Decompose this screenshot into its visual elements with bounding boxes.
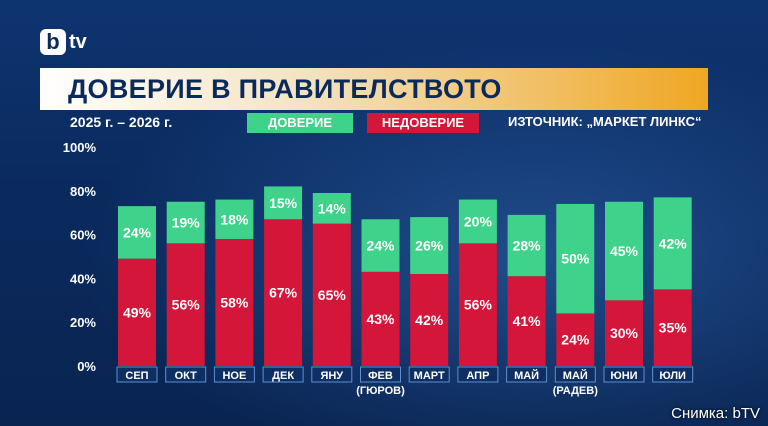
- source-label: ИЗТОЧНИК: „МАРКЕТ ЛИНКС“: [508, 114, 702, 129]
- data-label-distrust: 58%: [220, 294, 249, 310]
- bar-distrust: [653, 289, 692, 366]
- category-box: [213, 366, 255, 383]
- bar-trust: [312, 192, 351, 224]
- category-label: ФЕВ: [368, 370, 393, 382]
- data-label-distrust: 56%: [172, 297, 201, 313]
- data-label-trust: 45%: [610, 243, 639, 259]
- category-box: [408, 366, 450, 383]
- logo-text: tv: [69, 30, 87, 53]
- bar-trust: [605, 201, 643, 301]
- bar-trust: [118, 206, 156, 259]
- data-label-trust: 42%: [659, 235, 688, 251]
- y-tick-label: 80%: [70, 184, 96, 199]
- y-tick-label: 100%: [63, 140, 97, 155]
- category-box: [652, 366, 694, 383]
- category-label: НОЕ: [222, 370, 246, 382]
- bar-distrust: [556, 313, 595, 366]
- data-label-trust: 28%: [513, 238, 542, 254]
- category-label: ЮНИ: [610, 370, 637, 382]
- category-box: [506, 366, 548, 383]
- category-label: СЕП: [125, 370, 148, 382]
- category-sublabel: (ГЮРОВ): [356, 385, 405, 397]
- data-label-distrust: 49%: [123, 304, 152, 320]
- bar-distrust: [410, 274, 449, 366]
- category-label: МАЙ: [514, 369, 539, 382]
- data-label-distrust: 67%: [269, 285, 298, 301]
- category-box: [116, 366, 158, 383]
- data-label-trust: 26%: [415, 238, 444, 254]
- data-label-distrust: 42%: [415, 312, 444, 328]
- data-label-distrust: 24%: [561, 332, 590, 348]
- category-label: ЯНУ: [320, 370, 343, 382]
- btv-logo: b tv: [40, 28, 87, 56]
- category-box: [262, 366, 304, 383]
- category-label: МАЙ: [563, 369, 588, 382]
- data-label-trust: 20%: [464, 213, 493, 229]
- y-tick-label: 0%: [77, 359, 96, 374]
- bar-trust: [166, 201, 205, 244]
- data-label-distrust: 35%: [659, 320, 688, 336]
- bar-trust: [215, 199, 254, 239]
- bar-distrust: [605, 300, 643, 366]
- photo-credit: Снимка: bTV: [671, 405, 760, 422]
- category-label: МАРТ: [414, 370, 445, 382]
- bar-trust: [507, 214, 546, 277]
- data-label-trust: 14%: [318, 200, 347, 216]
- category-label: ЮЛИ: [659, 370, 686, 382]
- y-tick-label: 60%: [70, 228, 96, 243]
- chart-title: ДОВЕРИЕ В ПРАВИТЕЛСТВОТО: [68, 74, 502, 104]
- category-box: [457, 366, 499, 383]
- category-sublabel: (РАДЕВ): [553, 385, 599, 397]
- data-label-distrust: 30%: [610, 325, 639, 341]
- bar-trust: [556, 203, 595, 314]
- bar-trust: [410, 217, 449, 275]
- y-tick-label: 20%: [70, 315, 96, 330]
- bar-distrust: [458, 243, 497, 366]
- bar-trust: [653, 197, 692, 290]
- category-label: ДЕК: [272, 370, 294, 382]
- category-box: [311, 366, 353, 383]
- bar-distrust: [507, 276, 546, 366]
- category-box: [603, 366, 645, 383]
- data-label-distrust: 43%: [366, 311, 395, 327]
- data-label-distrust: 56%: [464, 297, 493, 313]
- bar-trust: [458, 199, 497, 244]
- bar-distrust: [361, 271, 400, 366]
- bar-distrust: [215, 238, 254, 366]
- legend-distrust: НЕДОВЕРИЕ: [367, 113, 479, 133]
- data-label-trust: 15%: [269, 195, 298, 211]
- category-box: [165, 366, 207, 383]
- bar-distrust: [166, 243, 205, 366]
- bar-trust: [361, 219, 400, 272]
- bar-distrust: [264, 219, 303, 366]
- bar-distrust: [118, 258, 156, 366]
- y-tick-label: 40%: [70, 271, 96, 286]
- category-box: [554, 366, 596, 383]
- data-label-trust: 18%: [220, 211, 249, 227]
- bar-trust: [264, 186, 303, 220]
- data-label-trust: 19%: [172, 215, 201, 231]
- data-label-distrust: 41%: [513, 313, 542, 329]
- category-label: ОКТ: [175, 370, 198, 382]
- data-label-trust: 50%: [561, 251, 590, 267]
- data-label-trust: 24%: [366, 238, 395, 254]
- period-label: 2025 г. – 2026 г.: [70, 114, 173, 130]
- category-box: [360, 366, 401, 383]
- legend-trust: ДОВЕРИЕ: [247, 113, 353, 133]
- bar-distrust: [312, 223, 351, 366]
- title-bar: ДОВЕРИЕ В ПРАВИТЕЛСТВОТО: [40, 68, 708, 110]
- category-label: АПР: [466, 370, 489, 382]
- data-label-distrust: 65%: [318, 287, 347, 303]
- logo-letter: b: [40, 29, 66, 55]
- data-label-trust: 24%: [123, 224, 152, 240]
